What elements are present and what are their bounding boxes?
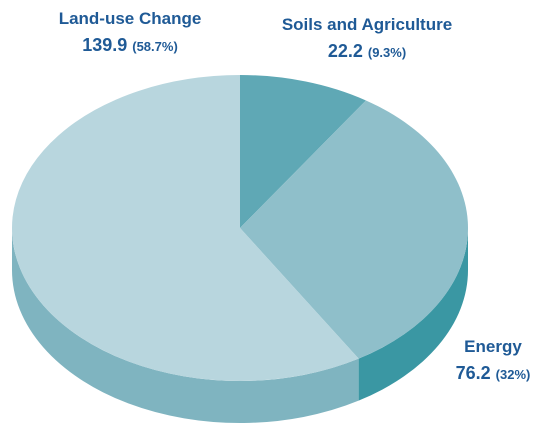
slice-percent: (58.7%) [132, 39, 178, 54]
slice-value-label: 76.2 (32%) [456, 363, 531, 383]
slice-value-label: 139.9 (58.7%) [82, 35, 178, 55]
pie-slice [240, 75, 366, 228]
pie-slice [11, 75, 359, 381]
pie-slice [240, 100, 468, 359]
slice-percent: (9.3%) [368, 45, 406, 60]
slice-label: Energy [464, 337, 522, 356]
slice-value: 22.2 [328, 41, 363, 61]
slice-value: 139.9 [82, 35, 127, 55]
slice-value-label: 22.2 (9.3%) [328, 41, 406, 61]
slice-value: 76.2 [456, 363, 491, 383]
slice-label: Land-use Change [59, 9, 202, 28]
pie-slice-side [12, 228, 359, 423]
pie-slice-side [358, 228, 468, 401]
slice-percent: (32%) [496, 367, 531, 382]
slice-label: Soils and Agriculture [282, 15, 452, 34]
